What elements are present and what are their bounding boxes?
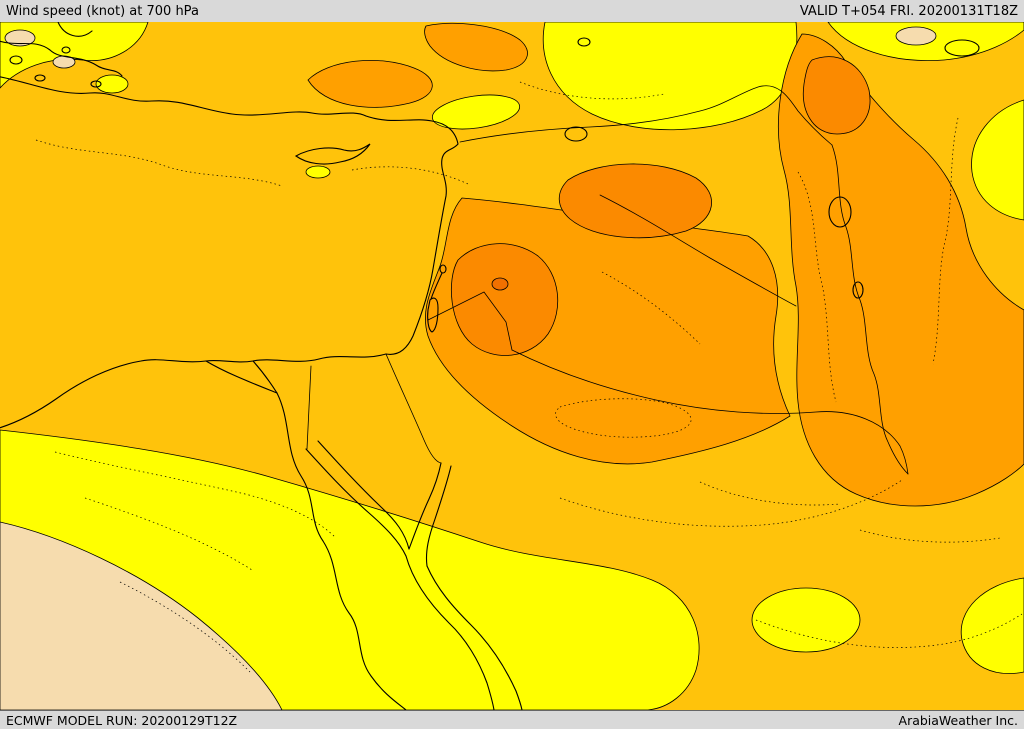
border-egypt-israel <box>385 353 442 464</box>
contour-yellow-small-left <box>95 74 129 94</box>
coastline-gulf-of-suez-east <box>317 440 410 550</box>
coastline-red-sea-west <box>405 555 495 710</box>
contour-orange-top-small <box>424 22 528 72</box>
coastline-nile-delta-east <box>252 360 278 394</box>
contour-pale-top-right <box>895 26 937 46</box>
contour-dotted <box>119 581 251 673</box>
contour-dotted <box>797 171 837 403</box>
contour-yellow-levant-small <box>431 94 521 130</box>
contour-deep-band-top-core <box>802 56 871 135</box>
contour-orange-east-band <box>778 33 1024 507</box>
country-borders <box>306 85 909 475</box>
map-footer-bar: ECMWF MODEL RUN: 20200129T12Z ArabiaWeat… <box>0 710 1024 729</box>
contour-yellow-right-edge-upper <box>971 99 1024 221</box>
contour-fills-deep-orange <box>451 56 871 356</box>
coastline-gulf-of-aqaba-east <box>425 465 452 567</box>
river-nile <box>276 392 407 710</box>
contour-yellow-bottom-right-spot <box>751 587 861 653</box>
border-jordan-saudi-zigzag <box>427 291 513 351</box>
aegean-island <box>90 80 102 88</box>
contour-darkest-spot <box>491 277 509 291</box>
wind-speed-map <box>0 22 1024 710</box>
contour-dotted <box>54 451 337 539</box>
anatolia-lake-outline <box>564 126 588 142</box>
cyprus-outline <box>294 143 371 165</box>
coastline-nile-delta-west <box>205 360 278 394</box>
map-parameter-title: Wind speed (knot) at 700 hPa <box>6 3 199 19</box>
coastlines <box>0 22 980 710</box>
contour-dotted <box>35 139 283 187</box>
valid-time-label: VALID T+054 FRI. 20200131T18Z <box>799 3 1018 19</box>
jordan-river <box>430 272 443 300</box>
sea-of-galilee-outline <box>439 264 447 274</box>
coastline-anatolia-levant-egypt <box>0 76 459 429</box>
contour-dotted <box>932 117 959 365</box>
contour-dotted <box>601 271 701 345</box>
wind-speed-contour-map <box>0 22 1024 710</box>
contour-pale-top-left-1 <box>4 29 36 47</box>
lake-small-east-outline <box>852 281 864 299</box>
contour-pale-bottom-left-corner <box>0 521 283 710</box>
contour-yellow-cyprus-spot <box>305 165 331 179</box>
model-run-label: ECMWF MODEL RUN: 20200129T12Z <box>6 712 238 728</box>
coastline-aegean-b <box>57 22 93 37</box>
contour-deep-syria-core <box>558 163 712 239</box>
aegean-island <box>34 74 46 82</box>
border-turkey-syria-iraq <box>459 85 833 146</box>
aegean-island <box>9 55 23 65</box>
contour-yellow-right-edge-lower <box>960 577 1024 674</box>
aegean-island <box>61 46 71 54</box>
contour-fills-orange <box>307 22 1024 507</box>
contour-dotted <box>859 529 1001 543</box>
anatolia-lake-small-outline <box>577 37 591 47</box>
suez-canal <box>306 365 312 450</box>
coastline-red-sea-east <box>426 565 523 710</box>
contour-dotted <box>351 166 469 185</box>
map-title-bar: Wind speed (knot) at 700 hPa VALID T+054… <box>0 0 1024 22</box>
brand-label: ArabiaWeather Inc. <box>898 712 1018 728</box>
border-iran-west <box>831 144 909 475</box>
dotted-contour-lines <box>35 81 1023 673</box>
coastline-gulf-of-suez-west <box>305 448 407 557</box>
dead-sea-outline <box>427 297 439 333</box>
contour-dotted <box>84 497 253 571</box>
border-syria-iraq <box>599 194 797 307</box>
coastline-sinai-east <box>408 462 442 550</box>
contour-deep-jordan-core <box>451 243 559 356</box>
contour-orange-anatolia <box>307 59 433 108</box>
northeast-lake-outline <box>944 39 980 57</box>
border-saudi-iraq <box>511 349 909 475</box>
coastline-aegean-a <box>0 40 123 77</box>
